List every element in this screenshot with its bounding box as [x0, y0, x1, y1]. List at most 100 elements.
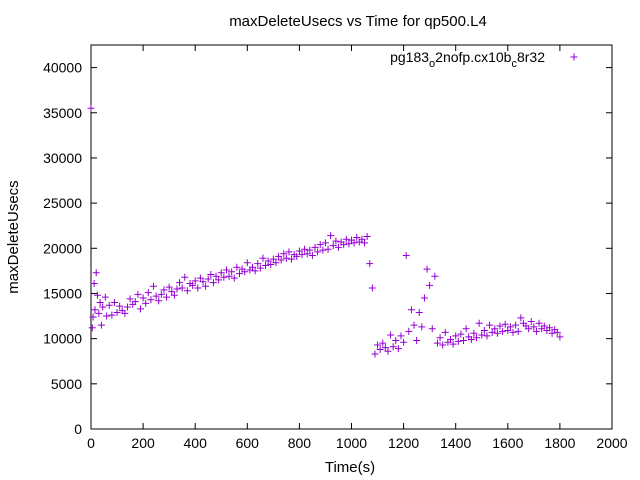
data-point: [233, 263, 241, 271]
data-point: [168, 288, 176, 296]
data-point: [400, 338, 408, 346]
data-point: [431, 272, 439, 280]
data-point: [342, 235, 350, 243]
data-point: [394, 345, 402, 353]
data-point: [527, 317, 535, 325]
data-point: [277, 256, 285, 264]
data-point: [147, 296, 155, 304]
data-point: [361, 239, 369, 247]
data-point: [97, 321, 105, 329]
data-point: [473, 334, 481, 342]
y-tick-label: 10000: [43, 331, 82, 347]
data-point: [108, 311, 116, 319]
data-point: [525, 325, 533, 333]
data-point: [308, 252, 316, 260]
data-point: [225, 272, 233, 280]
data-point: [501, 320, 509, 328]
data-point: [92, 269, 100, 277]
data-point: [410, 321, 418, 329]
data-point: [319, 246, 327, 254]
data-point: [101, 293, 109, 301]
data-point: [470, 329, 478, 337]
y-tick-label: 30000: [43, 150, 82, 166]
data-point: [433, 339, 441, 347]
data-point: [441, 328, 449, 336]
data-point: [327, 232, 335, 240]
data-point: [449, 340, 457, 348]
data-point: [298, 251, 306, 259]
data-point: [371, 350, 379, 358]
data-point: [423, 265, 431, 273]
data-point: [259, 254, 267, 262]
data-point: [267, 261, 275, 269]
data-point: [446, 336, 454, 344]
data-point: [548, 329, 556, 337]
data-point: [384, 347, 392, 355]
data-point: [499, 327, 507, 335]
x-tick-label: 1200: [388, 435, 419, 451]
data-point: [303, 250, 311, 258]
data-point: [194, 284, 202, 292]
x-tick-label: 2000: [596, 435, 627, 451]
x-tick-label: 600: [236, 435, 260, 451]
data-point: [178, 284, 186, 292]
y-axis-label: maxDeleteUsecs: [5, 180, 22, 293]
data-point: [321, 239, 329, 247]
data-point: [170, 291, 178, 299]
y-tick-label: 5000: [51, 376, 82, 392]
data-point: [368, 284, 376, 292]
data-point: [540, 322, 548, 330]
x-tick-label: 400: [184, 435, 208, 451]
data-point: [334, 243, 342, 251]
data-point: [545, 324, 553, 332]
data-point: [350, 239, 358, 247]
x-tick-label: 200: [131, 435, 155, 451]
data-point: [136, 305, 144, 313]
data-point: [262, 261, 270, 269]
data-point: [358, 235, 366, 243]
data-point: [207, 270, 215, 278]
data-point: [288, 255, 296, 263]
data-point: [269, 255, 277, 263]
x-tick-label: 1800: [544, 435, 575, 451]
data-point: [392, 336, 400, 344]
data-point: [340, 241, 348, 249]
y-axis-ticks: 0 5000 10000 15000 20000 25000 30000 35000 40000: [43, 60, 612, 437]
data-point: [504, 327, 512, 335]
y-tick-label: 0: [74, 421, 82, 437]
data-point: [420, 294, 428, 302]
data-point: [316, 241, 324, 249]
data-point: [553, 328, 561, 336]
chart-title: maxDeleteUsecs vs Time for qp500.L4: [229, 13, 487, 30]
data-point: [452, 332, 460, 340]
data-point: [324, 245, 332, 253]
x-tick-label: 0: [87, 435, 95, 451]
data-point: [397, 332, 405, 340]
data-point: [181, 273, 189, 281]
data-point: [173, 285, 181, 293]
data-point: [94, 291, 102, 299]
data-point: [131, 298, 139, 306]
legend-label: pg183o2nofp.cx10bc8r32: [390, 49, 545, 70]
data-point: [99, 303, 107, 311]
data-point: [121, 309, 129, 317]
data-point: [506, 323, 514, 331]
x-tick-label: 1000: [336, 435, 367, 451]
data-point: [209, 279, 217, 287]
data-point: [329, 242, 337, 250]
data-point: [381, 344, 389, 352]
data-point: [163, 293, 171, 301]
data-point: [478, 331, 486, 339]
data-point: [366, 260, 374, 268]
data-point: [387, 331, 395, 339]
data-point: [90, 280, 98, 288]
data-point: [483, 332, 491, 340]
data-point: [293, 252, 301, 260]
data-point: [256, 264, 264, 272]
data-point: [123, 303, 131, 311]
data-point: [311, 243, 319, 251]
data-point: [139, 294, 147, 302]
data-point: [241, 268, 249, 276]
data-point: [165, 283, 173, 291]
